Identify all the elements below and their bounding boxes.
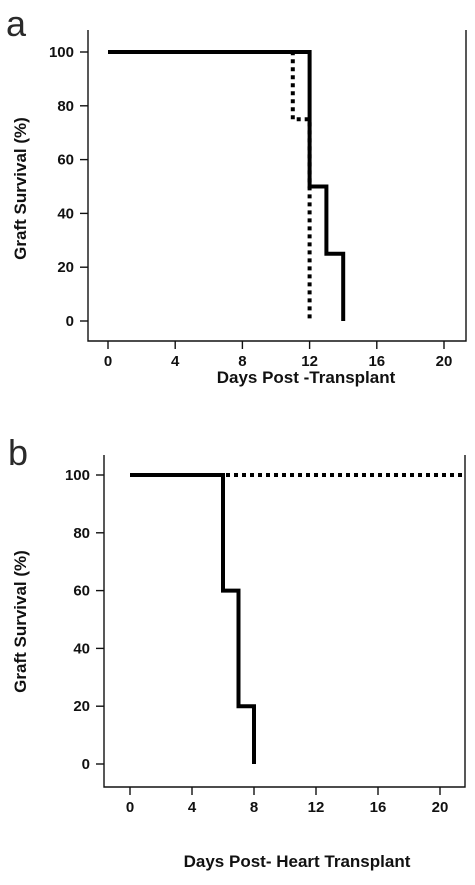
x-tick-label: 0: [104, 353, 112, 370]
panel-letter: a: [6, 3, 27, 44]
x-axis-label: Days Post- Heart Transplant: [184, 852, 411, 871]
series-line-dotted: [108, 50, 312, 321]
x-tick-label: 8: [238, 353, 246, 370]
series-line-solid: [108, 50, 346, 321]
x-tick-label: 4: [188, 799, 197, 816]
y-tick-label: 40: [57, 205, 74, 222]
x-tick-label: 20: [436, 353, 453, 370]
y-tick-label: 20: [57, 259, 74, 276]
y-tick-label: 20: [73, 698, 90, 715]
panel-letter: b: [8, 432, 28, 473]
x-axis-label: Days Post -Transplant: [217, 368, 396, 387]
y-tick-label: 80: [73, 525, 90, 542]
series-line-solid: [130, 473, 256, 764]
x-tick-label: 20: [432, 799, 449, 816]
x-tick-label: 12: [301, 353, 318, 370]
y-tick-label: 60: [73, 583, 90, 600]
panel-a: a 0 4 8 12 16 20 0 20 40 60 80 100 Days Post -Transpl…: [6, 3, 467, 387]
y-tick-label: 60: [57, 152, 74, 169]
y-tick-label: 0: [66, 313, 74, 330]
x-tick-label: 16: [370, 799, 387, 816]
y-tick-label: 100: [65, 467, 90, 484]
panel-b: b 0 4 8 12 16 20 0 20 40 60 80 100 Days Post- Heart T…: [8, 432, 466, 871]
x-tick-label: 4: [171, 353, 180, 370]
x-tick-label: 16: [368, 353, 385, 370]
axis-frame: [87, 30, 467, 342]
y-axis-label: Graft Survival (%): [11, 117, 30, 260]
x-tick-label: 0: [126, 799, 134, 816]
x-tick-label: 8: [250, 799, 258, 816]
y-tick-label: 40: [73, 640, 90, 657]
y-axis-label: Graft Survival (%): [11, 550, 30, 693]
y-tick-label: 100: [49, 44, 74, 61]
axis-frame: [103, 455, 466, 788]
x-tick-label: 12: [308, 799, 325, 816]
y-tick-label: 0: [82, 756, 90, 773]
y-tick-label: 80: [57, 98, 74, 115]
